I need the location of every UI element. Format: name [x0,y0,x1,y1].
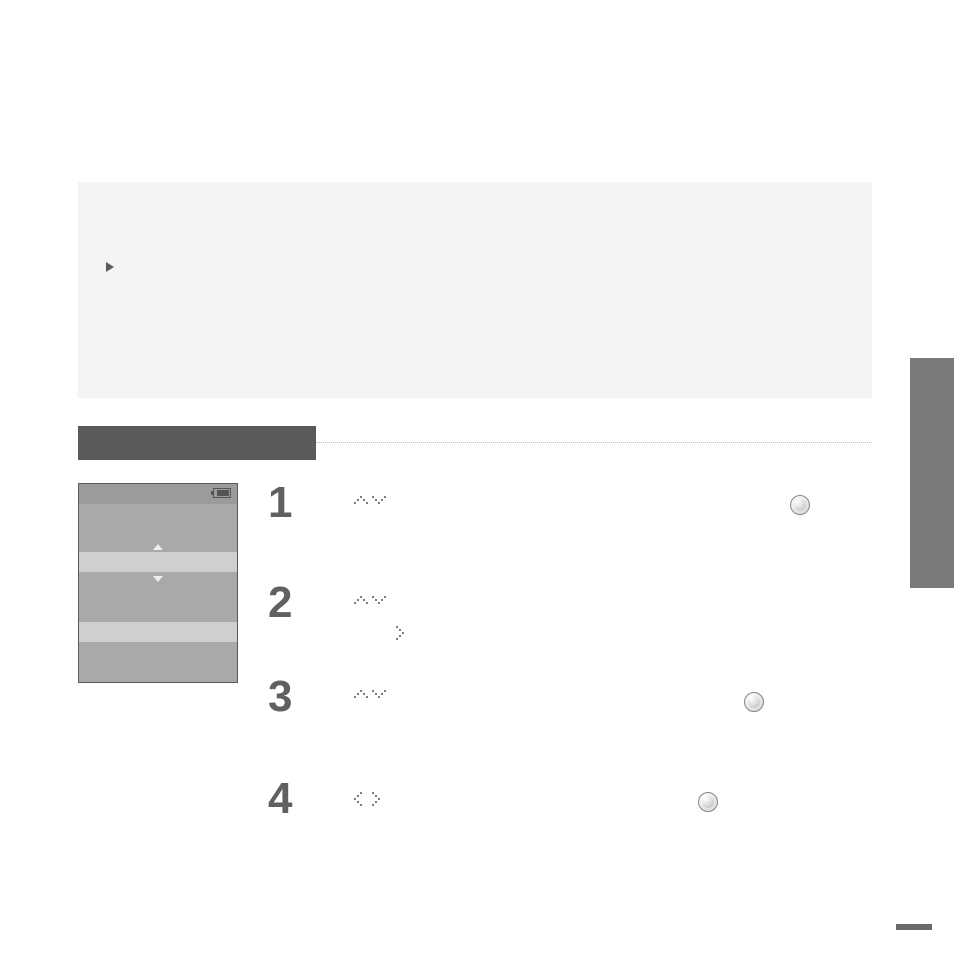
page-number-bar [896,924,932,930]
battery-icon [213,488,231,498]
chevron-right-icon [372,792,386,806]
ok-button-icon [790,495,810,515]
step-1-icons [354,496,386,510]
step-number: 1 [268,478,292,528]
side-tab [910,358,954,588]
device-screenshot [78,483,238,683]
triangle-down-icon [153,576,163,582]
step-2-icons-line1 [354,596,386,610]
triangle-up-icon [153,544,163,550]
intro-panel [78,182,872,398]
chevron-down-icon [372,596,386,610]
play-icon [106,262,114,272]
ok-button-icon [744,692,764,712]
chevron-left-icon [354,792,368,806]
chevron-right-icon [396,626,410,640]
chevron-down-icon [372,690,386,704]
dotted-divider [316,442,872,443]
step-number: 4 [268,774,292,824]
chevron-up-icon [354,690,368,704]
step-2-icons-line2 [396,626,410,640]
device-topbar [79,484,237,504]
chevron-up-icon [354,596,368,610]
step-number: 3 [268,672,292,722]
page-content: 1 2 3 4 [78,0,872,954]
battery-fill [217,490,229,496]
device-highlight-row [79,622,237,642]
step-4-icons [354,792,386,806]
section-tab [78,426,316,460]
ok-button-icon [698,792,718,812]
step-3-icons [354,690,386,704]
chevron-down-icon [372,496,386,510]
step-number: 2 [268,578,292,628]
chevron-up-icon [354,496,368,510]
device-highlight-row [79,552,237,572]
